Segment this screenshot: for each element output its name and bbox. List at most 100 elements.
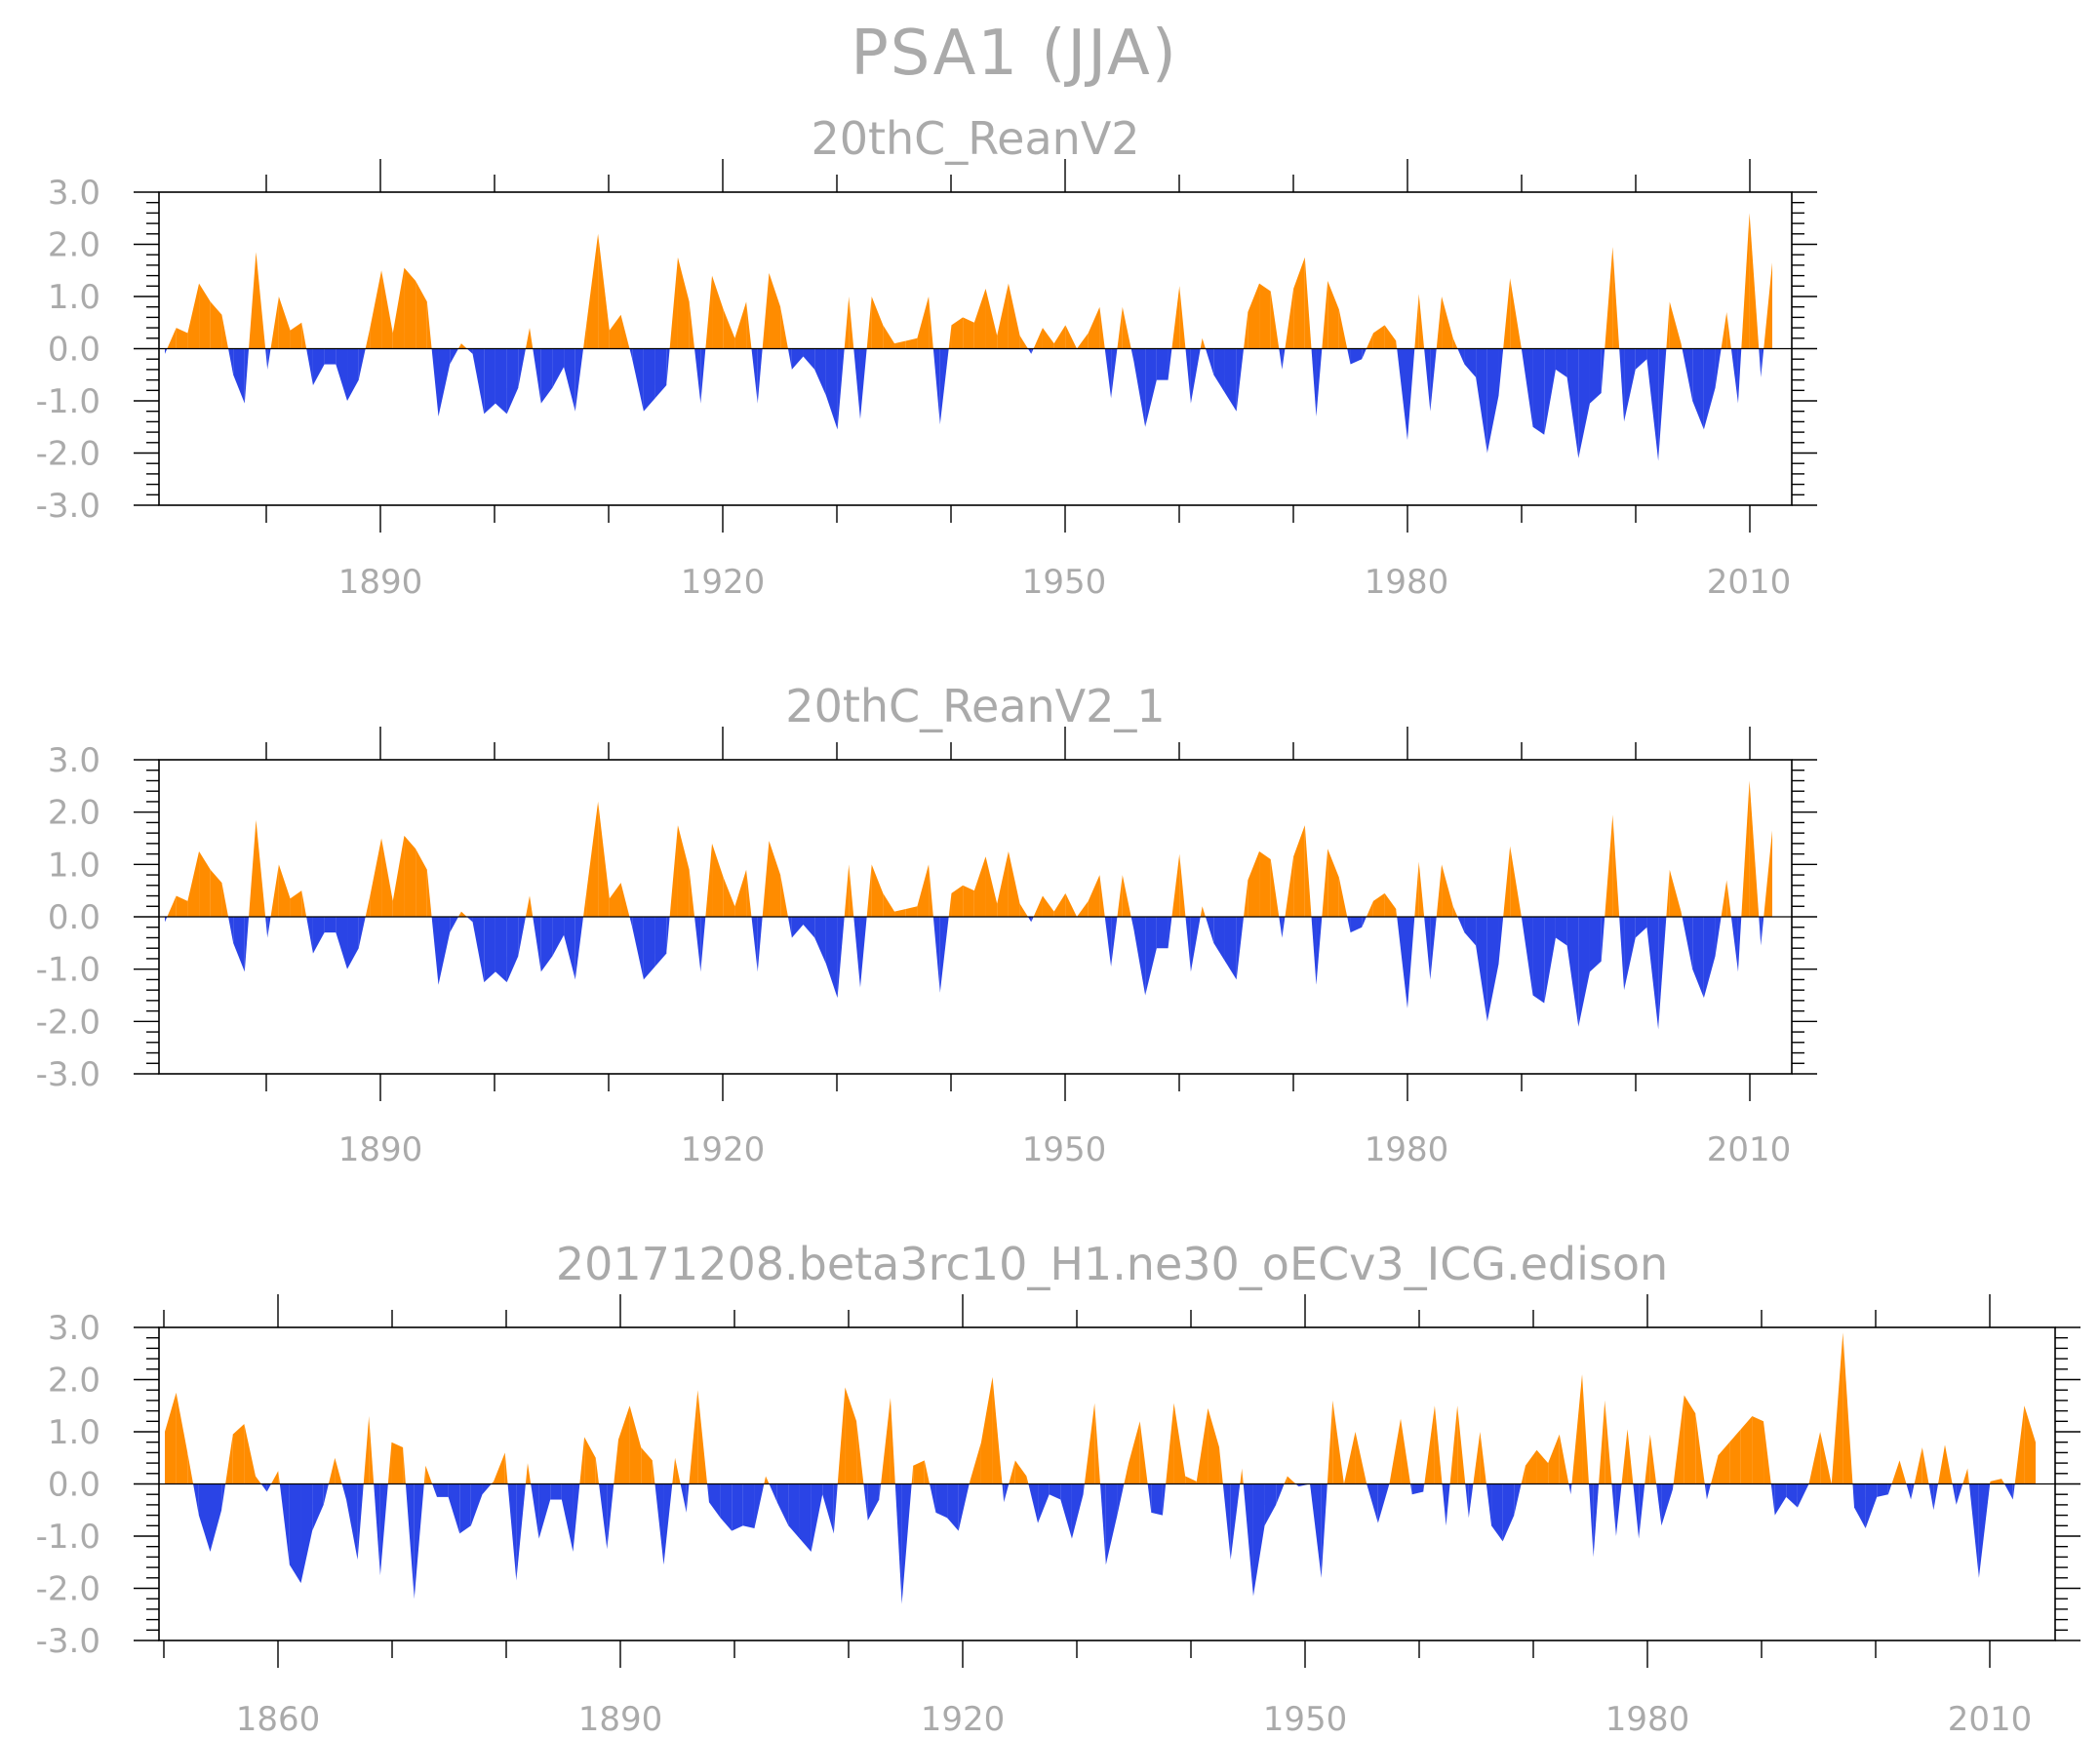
series-segment-1-25-b <box>457 343 461 349</box>
series-segment-3-115 <box>1468 1483 1474 1519</box>
series-segment-1-26-b <box>466 348 473 354</box>
series-segment-3-127 <box>1605 1400 1612 1484</box>
series-segment-2-120 <box>1532 917 1545 1004</box>
series-segment-3-136 <box>1706 1483 1711 1500</box>
series-segment-2-81 <box>1088 875 1100 917</box>
series-segment-1-139-b <box>1759 348 1762 377</box>
series-segment-1-129 <box>1635 348 1647 370</box>
series-segment-1-100-b <box>1311 348 1317 417</box>
series-segment-1-71 <box>973 288 986 349</box>
series-segment-2-51 <box>746 869 752 917</box>
series-segment-3-129-b <box>1633 1483 1640 1539</box>
series-segment-1-53 <box>769 272 781 349</box>
series-segment-2-17 <box>358 917 366 949</box>
series-segment-1-46-b <box>694 348 701 404</box>
series-segment-1-5 <box>221 314 229 349</box>
series-segment-3-63-b <box>881 1398 891 1484</box>
y-tick-label-2: 0.0 <box>48 898 100 937</box>
series-segment-3-35 <box>561 1483 574 1553</box>
series-segment-2-43 <box>654 917 667 967</box>
series-segment-3-92 <box>1208 1407 1220 1484</box>
series-segment-2-77 <box>1042 895 1054 917</box>
series-segment-3-128-b <box>1621 1429 1628 1484</box>
series-segment-1-110-b <box>1424 348 1431 412</box>
series-segment-2-42 <box>643 917 655 980</box>
series-segment-3-109 <box>1401 1418 1411 1484</box>
series-segment-3-95-b <box>1243 1483 1253 1597</box>
series-segment-2-28 <box>484 917 495 983</box>
series-segment-1-43 <box>654 348 667 399</box>
series-segment-2-21 <box>404 835 416 917</box>
series-segment-1-94 <box>1236 348 1245 412</box>
series-segment-2-61 <box>859 917 867 988</box>
series-segment-1-135 <box>1703 348 1716 430</box>
series-segment-1-105-b <box>1366 333 1373 349</box>
series-segment-3-53-b <box>769 1483 777 1503</box>
chart-1-axes: 3.0 2.0 1.0 0.0 -1.0 -2.0 -3.0 1890 1920 1950 1980… <box>36 159 1817 602</box>
series-segment-3-56 <box>799 1483 812 1553</box>
series-segment-3-137 <box>1718 1442 1730 1484</box>
series-segment-1-41 <box>632 348 644 412</box>
chart-panel-1: 20thC_ReanV2 3.0 2.0 1.0 0.0 -1.0 -2.0 -3.0 189… <box>36 112 1817 602</box>
x-tick-label-3: 1950 <box>1263 1700 1348 1739</box>
series-segment-1-70 <box>963 317 974 349</box>
series-segment-1-84-b <box>1130 348 1134 362</box>
series-segment-1-16 <box>347 348 359 401</box>
series-segment-2-101 <box>1316 917 1323 985</box>
series-segment-3-25 <box>448 1483 460 1534</box>
series-segment-2-105 <box>1362 917 1367 928</box>
y-tick-label-1: 1.0 <box>48 278 100 317</box>
series-segment-2-0 <box>165 917 168 923</box>
series-segment-1-75 <box>1019 336 1028 349</box>
series-segment-2-74 <box>1008 850 1020 917</box>
series-segment-1-65 <box>905 337 918 349</box>
series-segment-3-124 <box>1570 1483 1572 1495</box>
series-segment-3-114 <box>1457 1405 1466 1484</box>
series-segment-2-110 <box>1418 861 1425 917</box>
series-segment-2-30 <box>506 917 519 983</box>
series-segment-2-123 <box>1566 917 1579 1027</box>
series-segment-1-126-b <box>1605 247 1613 349</box>
chart-2-marks <box>165 780 1772 1030</box>
series-segment-3-30 <box>504 1452 508 1484</box>
series-segment-2-62 <box>871 864 884 917</box>
series-segment-2-113-b <box>1457 917 1465 933</box>
series-segment-3-141-b <box>1770 1483 1775 1516</box>
series-segment-2-7-b <box>249 819 257 917</box>
series-segment-3-113-b <box>1449 1405 1458 1484</box>
series-segment-3-111 <box>1423 1483 1425 1492</box>
x-tick-label-1: 2010 <box>1707 563 1792 602</box>
series-segment-3-29 <box>494 1452 505 1484</box>
series-segment-3-17-b <box>363 1415 370 1484</box>
series-segment-3-86 <box>1139 1421 1148 1484</box>
series-segment-1-82 <box>1099 306 1105 349</box>
x-tick-label-1: 1890 <box>338 563 423 602</box>
series-segment-1-79 <box>1065 325 1078 349</box>
series-segment-2-83 <box>1111 917 1118 967</box>
series-segment-3-130-b <box>1644 1434 1650 1484</box>
series-segment-1-31 <box>518 348 526 388</box>
series-segment-1-133 <box>1681 343 1683 349</box>
series-segment-3-41 <box>629 1405 642 1484</box>
series-segment-3-79 <box>1060 1483 1072 1539</box>
series-segment-1-137 <box>1726 312 1731 349</box>
series-segment-2-16 <box>347 917 359 969</box>
series-segment-1-138 <box>1737 348 1742 404</box>
series-segment-3-109-b <box>1410 1483 1412 1495</box>
series-segment-1-63 <box>883 325 895 349</box>
series-segment-2-117-b <box>1503 846 1511 917</box>
series-segment-2-115 <box>1476 917 1487 1022</box>
series-segment-1-118 <box>1510 278 1522 349</box>
series-segment-3-107 <box>1377 1483 1390 1523</box>
series-segment-3-96 <box>1252 1483 1265 1597</box>
series-segment-2-12 <box>301 890 307 917</box>
series-segment-2-127-b <box>1619 917 1625 991</box>
series-segment-2-90-b <box>1200 906 1203 917</box>
series-segment-3-113 <box>1446 1483 1450 1526</box>
series-segment-1-136 <box>1715 348 1722 388</box>
y-tick-label-2: -1.0 <box>36 951 100 990</box>
series-segment-3-155 <box>1922 1447 1929 1484</box>
series-segment-1-58 <box>825 348 838 430</box>
series-segment-2-131 <box>1658 917 1667 1030</box>
y-tick-label-1: -2.0 <box>36 435 100 474</box>
